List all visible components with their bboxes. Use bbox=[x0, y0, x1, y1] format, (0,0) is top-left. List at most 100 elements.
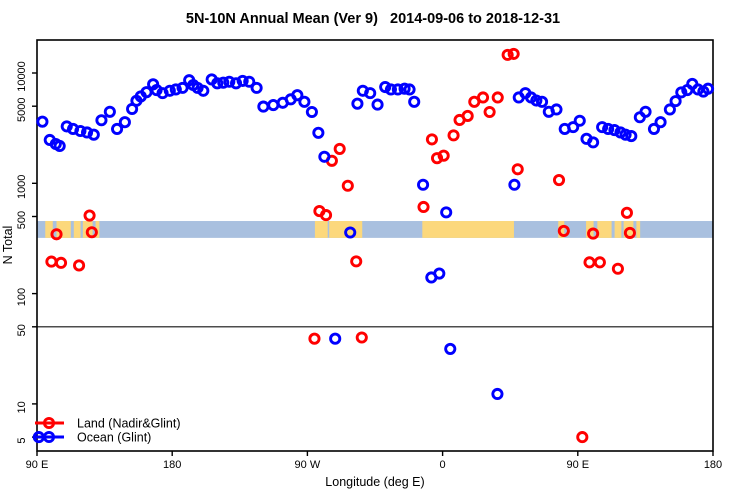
data-point-ocean bbox=[312, 126, 325, 139]
x-tick-label: 90 W bbox=[295, 459, 321, 471]
data-point-ocean bbox=[639, 105, 652, 118]
data-point-ocean bbox=[197, 84, 210, 97]
data-point-ocean bbox=[103, 105, 116, 118]
map-band-land bbox=[636, 221, 641, 238]
data-point-ocean bbox=[217, 76, 230, 89]
legend: Land (Nadir&Glint) Ocean (Glint) bbox=[35, 417, 181, 445]
data-point-land bbox=[593, 256, 606, 269]
data-point-ocean bbox=[408, 95, 421, 108]
data-point-ocean bbox=[602, 122, 615, 135]
map-band-land bbox=[422, 221, 514, 238]
data-point-ocean bbox=[567, 121, 580, 134]
data-point-land bbox=[576, 431, 589, 444]
legend-land-marker-icon bbox=[42, 416, 56, 430]
y-tick-label: 1000 bbox=[16, 175, 28, 199]
map-band-land bbox=[95, 221, 100, 238]
data-point-land bbox=[447, 129, 460, 142]
data-point-land bbox=[501, 48, 514, 61]
x-tick-label: 180 bbox=[163, 459, 181, 471]
data-point-land bbox=[73, 259, 86, 272]
data-point-land bbox=[611, 262, 624, 275]
map-band-land bbox=[597, 221, 612, 238]
data-point-ocean bbox=[491, 387, 504, 401]
data-point-ocean bbox=[403, 83, 416, 96]
data-point-ocean bbox=[371, 98, 384, 111]
data-point-ocean bbox=[433, 267, 446, 280]
map-band-land bbox=[614, 221, 622, 238]
data-point-ocean bbox=[60, 120, 73, 133]
data-point-ocean bbox=[530, 94, 543, 107]
data-point-ocean bbox=[298, 95, 311, 108]
data-point-ocean bbox=[267, 99, 280, 112]
data-point-ocean bbox=[74, 124, 87, 138]
data-point-land bbox=[583, 256, 596, 269]
data-point-land bbox=[83, 209, 96, 222]
data-point-land bbox=[552, 174, 566, 187]
chart-title: 5N-10N Annual Mean (Ver 9) 2014-09-06 to… bbox=[186, 11, 560, 27]
data-point-ocean bbox=[573, 114, 586, 127]
map-band-land bbox=[73, 221, 81, 238]
data-point-ocean bbox=[53, 139, 66, 153]
data-point-land bbox=[437, 149, 450, 162]
data-point-land bbox=[476, 91, 490, 104]
data-point-land bbox=[507, 47, 520, 60]
data-point-ocean bbox=[647, 122, 661, 135]
legend-item-land: Land (Nadir&Glint) bbox=[35, 417, 181, 431]
y-tick-label: 100 bbox=[16, 288, 28, 306]
data-point-ocean bbox=[305, 105, 318, 119]
data-point-ocean bbox=[364, 87, 377, 100]
data-point-land bbox=[333, 142, 346, 155]
data-point-ocean bbox=[379, 80, 392, 94]
y-tick-label: 10 bbox=[16, 401, 28, 413]
data-point-ocean bbox=[417, 178, 430, 191]
data-point-ocean bbox=[351, 97, 364, 110]
data-point-ocean bbox=[444, 342, 457, 355]
data-point-ocean bbox=[675, 86, 688, 99]
legend-ocean-marker-icon bbox=[42, 430, 56, 444]
data-point-land bbox=[341, 179, 354, 192]
map-band-ocean bbox=[37, 221, 713, 238]
data-point-land bbox=[491, 91, 504, 104]
map-band-land bbox=[314, 221, 328, 238]
data-point-ocean bbox=[318, 150, 331, 163]
map-band-land bbox=[558, 221, 565, 238]
data-point-land bbox=[557, 224, 570, 237]
data-point-land bbox=[620, 206, 633, 219]
data-point-land bbox=[350, 255, 363, 268]
data-point-ocean bbox=[169, 83, 182, 96]
data-point-ocean bbox=[669, 95, 682, 108]
data-point-ocean bbox=[391, 83, 404, 96]
data-point-ocean bbox=[211, 77, 224, 90]
data-point-ocean bbox=[535, 95, 549, 108]
data-point-ocean bbox=[587, 136, 600, 149]
x-tick-label: 0 bbox=[440, 459, 446, 471]
plot-frame bbox=[36, 39, 714, 452]
data-point-land bbox=[623, 226, 636, 239]
data-point-ocean bbox=[80, 126, 94, 139]
data-point-land bbox=[308, 332, 321, 345]
data-point-ocean bbox=[163, 84, 176, 97]
y-tick-label: 5 bbox=[16, 438, 28, 444]
data-point-land bbox=[461, 109, 474, 122]
data-point-ocean bbox=[701, 82, 715, 95]
data-point-ocean bbox=[111, 122, 124, 135]
data-point-land bbox=[319, 209, 333, 222]
data-point-land bbox=[355, 331, 368, 344]
data-point-land bbox=[425, 133, 438, 146]
data-point-ocean bbox=[596, 121, 609, 134]
y-tick-label: 10000 bbox=[16, 61, 28, 92]
data-point-ocean bbox=[329, 332, 342, 345]
data-point-ocean bbox=[440, 206, 453, 219]
data-point-land bbox=[511, 163, 524, 176]
data-point-ocean bbox=[508, 178, 521, 191]
data-point-land bbox=[45, 255, 58, 268]
data-point-ocean bbox=[550, 103, 563, 116]
data-point-ocean bbox=[236, 74, 249, 87]
data-point-ocean bbox=[663, 103, 676, 116]
x-axis-title: Longitude (deg E) bbox=[325, 475, 424, 489]
data-point-ocean bbox=[384, 83, 397, 96]
data-point-land bbox=[430, 152, 444, 165]
x-tick-label: 90 E bbox=[566, 459, 589, 471]
data-point-ocean bbox=[257, 100, 270, 113]
